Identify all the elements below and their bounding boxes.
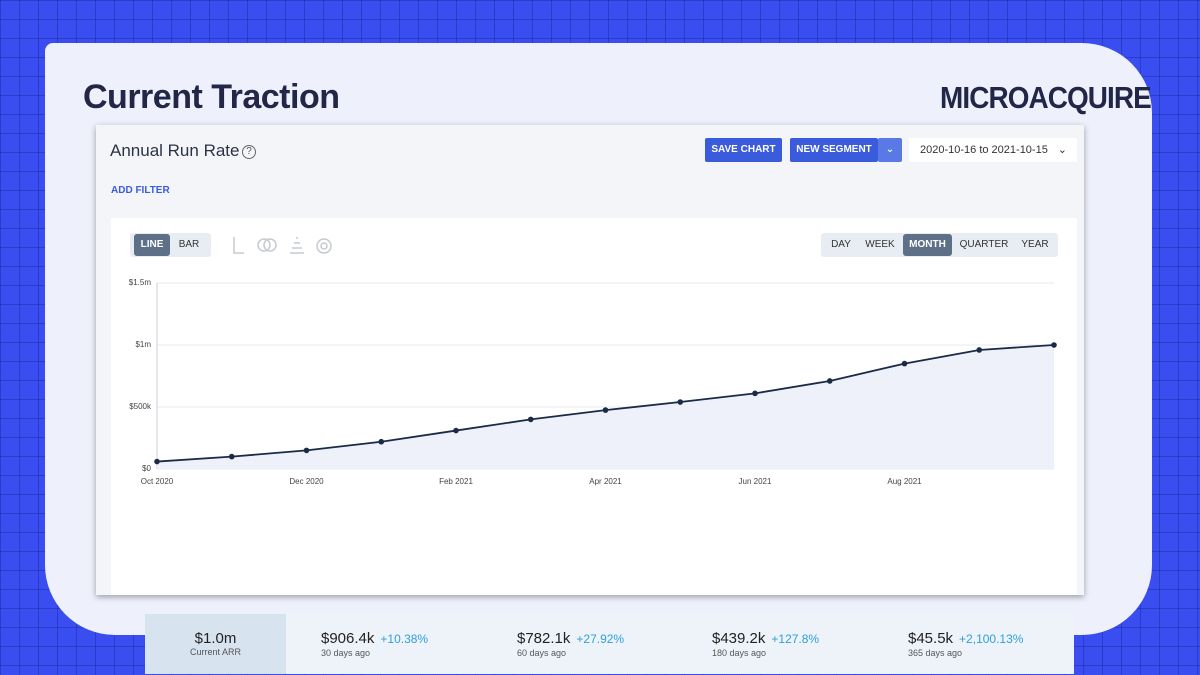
line-toggle[interactable]: LINE (134, 234, 170, 256)
segment-button[interactable]: NEW SEGMENT (790, 138, 878, 162)
point (527, 416, 534, 423)
stat-value: $782.1k (517, 630, 571, 647)
x-tick-label: Feb 2021 (439, 477, 473, 486)
point (752, 390, 758, 397)
stats-row: $1.0m Current ARR $906.4k +10.38% 30 days… (145, 614, 1074, 674)
stat-label: 60 days ago (517, 648, 567, 658)
area (157, 345, 1054, 469)
help-icon[interactable]: ? (242, 145, 256, 159)
point (976, 347, 983, 353)
date-text: 2020-10-16 to 2021-10-15 (920, 144, 1048, 156)
x-tick-label: Jun 2021 (739, 477, 772, 486)
page-title: Current Traction (83, 78, 340, 116)
day-toggle[interactable]: DAY (831, 239, 851, 250)
icon-axis[interactable] (233, 237, 244, 254)
save-button[interactable]: SAVE CHART (705, 138, 782, 162)
point (1051, 342, 1057, 348)
x-tick-label: Aug 2021 (887, 477, 922, 486)
date-range[interactable]: 2020-10-16 to 2021-10-15 ⌄ (909, 138, 1077, 162)
point (154, 458, 160, 465)
icon-funnel[interactable] (290, 237, 304, 254)
stat-value: $45.5k (908, 630, 954, 647)
icon-goal[interactable] (316, 238, 332, 254)
y-tick-label: $1m (135, 340, 151, 349)
stat-label: 180 days ago (712, 648, 767, 658)
stat-30: $906.4k +10.38% 30 days ago (321, 614, 428, 674)
point (826, 378, 833, 384)
stat-label: 30 days ago (321, 648, 371, 658)
year-toggle[interactable]: YEAR (1021, 239, 1049, 250)
stat-change: +27.92% (576, 632, 625, 646)
period-group: DAY WEEK MONTH QUARTER YEAR (821, 233, 1058, 257)
segment-dropdown[interactable]: ⌄ (878, 138, 902, 162)
stat-value: $439.2k (712, 630, 766, 647)
point (303, 447, 310, 454)
month-toggle[interactable]: MONTH (903, 234, 952, 256)
tool-icons (233, 237, 332, 254)
stat-value: $1.0m (194, 630, 237, 647)
stat-value: $906.4k (321, 630, 375, 647)
quarter-toggle[interactable]: QUARTER (959, 239, 1009, 250)
stat-label: 365 days ago (908, 648, 963, 658)
brand: MICROACQUIRE (940, 80, 1152, 115)
point (677, 399, 684, 405)
y-tick-label: $0 (142, 464, 151, 473)
stat-change: +2,100.13% (959, 632, 1024, 646)
icon-compare[interactable] (257, 238, 271, 252)
x-tick-label: Oct 2020 (141, 477, 174, 486)
point (602, 407, 609, 413)
bar-toggle[interactable]: BAR (178, 239, 200, 250)
point (901, 360, 908, 367)
stat-change: +10.38% (380, 632, 429, 646)
y-tick-label: $500k (129, 402, 152, 411)
point (378, 438, 385, 445)
add-filter[interactable]: ADD FILTER (111, 185, 170, 196)
panel-title: Annual Run Rate (110, 141, 240, 160)
x-tick-label: Dec 2020 (289, 477, 324, 486)
week-toggle[interactable]: WEEK (865, 239, 895, 250)
y-tick-label: $1.5m (129, 278, 152, 287)
point (228, 453, 235, 460)
stat-180: $439.2k +127.8% 180 days ago (712, 614, 819, 674)
point (453, 427, 459, 434)
stat-change: +127.8% (771, 632, 820, 646)
x-tick-label: Apr 2021 (589, 477, 622, 486)
stat-365: $45.5k +2,100.13% 365 days ago (908, 614, 1023, 674)
stat-label: Current ARR (189, 647, 242, 657)
stat-60: $782.1k +27.92% 60 days ago (517, 614, 624, 674)
chart-type-group: LINE BAR (130, 233, 211, 257)
stat-current: $1.0m Current ARR (145, 614, 286, 674)
